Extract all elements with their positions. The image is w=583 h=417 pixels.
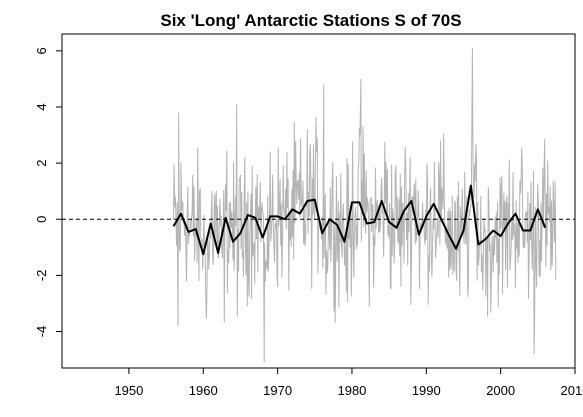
x-tick-label: 1970: [263, 383, 292, 398]
y-axis: -4 -2 0 2 4 6: [34, 47, 63, 338]
y-tick-label: 2: [34, 159, 49, 166]
plot-frame: [61, 33, 576, 369]
x-axis: 1950 1960 1970 1980 1990 2000 2010: [114, 367, 583, 398]
x-tick-label: 1990: [412, 383, 441, 398]
x-tick-label: 1980: [337, 383, 366, 398]
x-tick-label: 1950: [114, 383, 143, 398]
x-tick-label: 2000: [486, 383, 515, 398]
annual-mean-series: [172, 184, 547, 256]
y-tick-label: -4: [34, 326, 49, 338]
x-tick-label: 2010: [561, 383, 583, 398]
chart-title: Six 'Long' Antarctic Stations S of 70S: [160, 11, 461, 30]
monthly-anomaly-line: [173, 47, 557, 363]
monthly-anomaly-series: [173, 47, 557, 363]
y-tick-label: -2: [34, 270, 49, 282]
x-tick-label: 1960: [189, 383, 218, 398]
y-tick-label: 4: [34, 103, 49, 110]
y-tick-label: 6: [34, 47, 49, 54]
y-tick-label: 0: [34, 216, 49, 223]
